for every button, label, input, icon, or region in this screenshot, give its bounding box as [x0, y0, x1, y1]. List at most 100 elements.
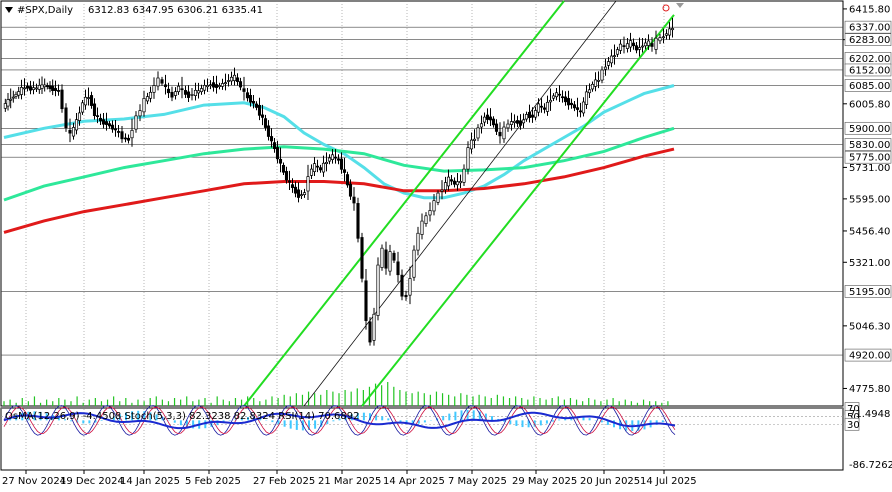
candle-body	[593, 79, 598, 87]
candle-body	[45, 85, 49, 87]
candle-body	[502, 126, 506, 140]
candle-body	[581, 101, 586, 114]
candle-body	[625, 43, 630, 49]
candle-body	[296, 189, 301, 198]
collapse-arrow-icon[interactable]	[5, 7, 13, 13]
candle-body	[584, 91, 589, 105]
candle-body	[348, 183, 353, 197]
candle-body	[360, 237, 364, 279]
candle-body	[324, 162, 329, 164]
axis-tick-label: 5046.30	[849, 321, 890, 332]
osc-level-label: 50	[847, 412, 860, 423]
candle-body	[548, 99, 553, 103]
candle-body	[327, 157, 332, 162]
axis-tick-label: 6005.80	[849, 99, 890, 110]
ohlc-readout: 6312.83 6347.95 6306.21 6335.41	[88, 5, 263, 16]
candle-body	[223, 82, 228, 85]
candle-body	[48, 85, 52, 89]
axis-tick-label: 5456.40	[849, 226, 890, 237]
osc-level-box	[844, 417, 860, 431]
candle-body	[199, 88, 204, 93]
candle-body	[293, 186, 298, 194]
candle-body	[281, 164, 286, 173]
shift-marker-icon[interactable]	[676, 3, 684, 8]
candle-body	[205, 85, 210, 88]
candle-body	[37, 84, 41, 90]
candle-body	[166, 88, 171, 94]
axis-tick-label: 5595.00	[849, 194, 890, 205]
level-box	[844, 33, 892, 46]
time-tick-label: 14 Jul 2025	[640, 476, 697, 487]
candle-body	[107, 123, 112, 127]
trend-channels	[243, 0, 675, 407]
candle-body	[180, 88, 184, 91]
candle-body	[64, 107, 68, 129]
stoch-main-line	[3, 405, 676, 436]
candle-body	[658, 37, 662, 42]
candle-body	[396, 261, 400, 276]
candle-body	[251, 100, 256, 104]
level-label: 6202.00	[849, 54, 890, 65]
candle-body	[309, 168, 314, 176]
candle-body	[643, 42, 648, 47]
candle-body	[287, 180, 292, 183]
candle-body	[17, 91, 21, 96]
candle-body	[667, 28, 672, 36]
candle-body	[563, 96, 568, 103]
candle-body	[321, 162, 326, 173]
candle-body	[521, 119, 526, 124]
candle-body	[25, 85, 30, 89]
osc-tick-label: 71.4948	[849, 409, 890, 420]
candle-body	[217, 85, 222, 87]
candle-body	[596, 79, 601, 82]
level-box	[844, 79, 892, 92]
time-tick-label: 5 Feb 2025	[185, 476, 241, 487]
candle-body	[160, 79, 164, 84]
level-box	[844, 150, 892, 164]
candle-body	[104, 121, 109, 125]
candle-body	[380, 247, 384, 268]
candle-body	[245, 92, 250, 99]
candle-body	[86, 97, 91, 99]
level-label: 5830.00	[849, 140, 890, 151]
candle-body	[31, 87, 36, 90]
candle-body	[404, 294, 408, 298]
candle-body	[138, 110, 142, 117]
time-tick-label: 19 Dec 2024	[60, 476, 124, 487]
candle-body	[364, 280, 368, 321]
candle-body	[446, 176, 451, 187]
candle-body	[269, 136, 274, 142]
candle-body	[53, 88, 58, 91]
candle-body	[56, 90, 61, 92]
candle-body	[14, 93, 18, 97]
candle-body	[458, 181, 463, 184]
candle-body	[126, 137, 131, 141]
candle-body	[92, 103, 97, 116]
candle-body	[3, 103, 7, 109]
candle-body	[254, 103, 259, 108]
vertical-grid	[25, 1, 665, 470]
stoch-signal-line	[3, 406, 676, 435]
candle-body	[530, 114, 535, 118]
target-marker	[662, 4, 670, 12]
candle-body	[19, 87, 24, 95]
candle-body	[51, 85, 55, 91]
candle-body	[416, 232, 420, 251]
axis-tick-label: 6415.80	[849, 4, 890, 15]
candle-body	[211, 82, 216, 88]
candle-body	[229, 76, 234, 82]
candle-body	[232, 74, 237, 81]
candle-body	[466, 147, 470, 170]
candle-body	[163, 84, 168, 88]
candle-body	[312, 163, 317, 172]
candle-body	[83, 96, 88, 106]
candle-body	[156, 77, 160, 87]
time-tick-label: 14 Jan 2025	[120, 476, 180, 487]
candle-body	[238, 81, 243, 88]
candle-body	[600, 69, 604, 81]
candle-body	[566, 98, 571, 106]
level-label: 6085.00	[849, 81, 890, 92]
